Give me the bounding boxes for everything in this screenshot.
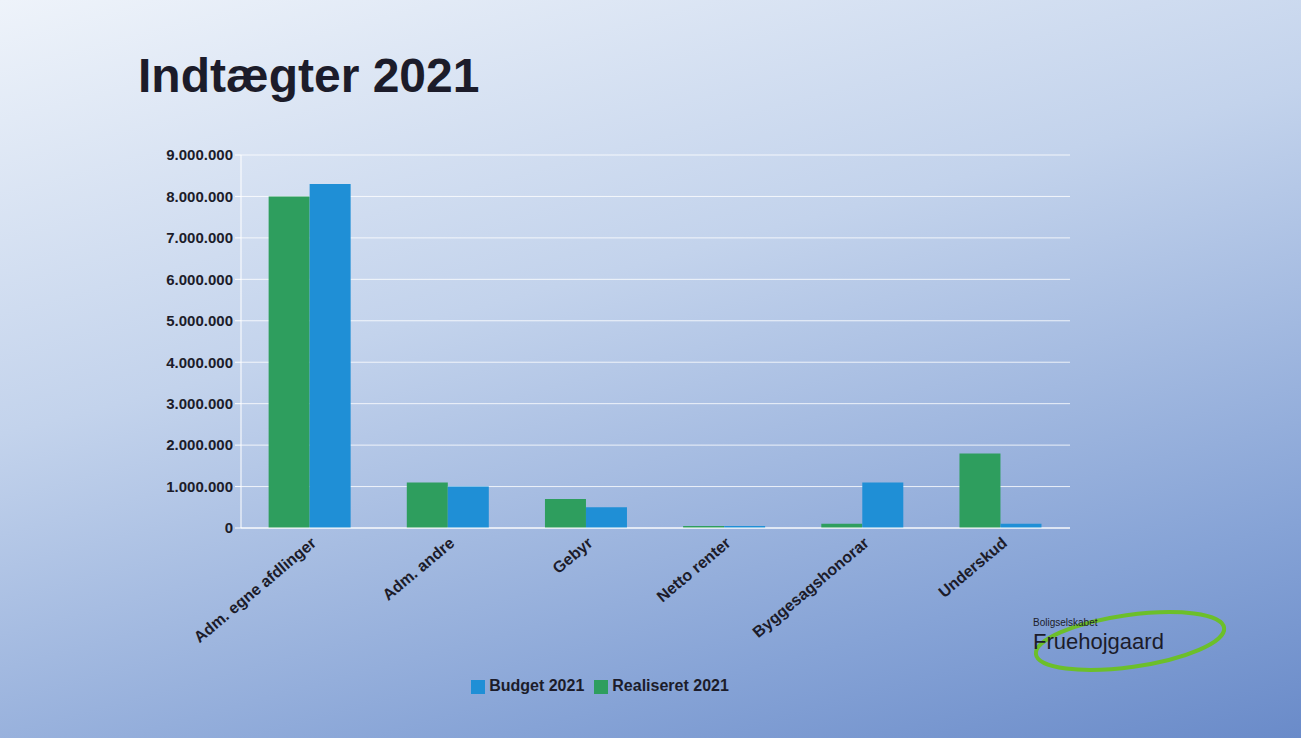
svg-text:Adm. andre: Adm. andre bbox=[379, 534, 457, 604]
svg-text:1.000.000: 1.000.000 bbox=[166, 478, 233, 495]
svg-text:Adm. egne afdlinger: Adm. egne afdlinger bbox=[191, 534, 320, 646]
html-text:Fruehojgaard: Fruehojgaard bbox=[1033, 629, 1164, 654]
svg-text:7.000.000: 7.000.000 bbox=[166, 229, 233, 246]
svg-text:Byggesagshonorar: Byggesagshonorar bbox=[749, 534, 872, 641]
svg-text:Gebyr: Gebyr bbox=[549, 534, 595, 577]
svg-text:9.000.000: 9.000.000 bbox=[166, 146, 233, 163]
html-text:Indtægter 2021: Indtægter 2021 bbox=[138, 49, 480, 102]
svg-text:3.000.000: 3.000.000 bbox=[166, 395, 233, 412]
svg-text:0: 0 bbox=[225, 519, 233, 536]
svg-text:6.000.000: 6.000.000 bbox=[166, 271, 233, 288]
html-text:Realiseret 2021: Realiseret 2021 bbox=[612, 677, 729, 694]
html-text:Budget 2021: Budget 2021 bbox=[489, 677, 585, 694]
svg-text:Underskud: Underskud bbox=[935, 534, 1010, 601]
html-text:Boligselskabet: Boligselskabet bbox=[1033, 617, 1098, 628]
svg-text:2.000.000: 2.000.000 bbox=[166, 436, 233, 453]
svg-text:5.000.000: 5.000.000 bbox=[166, 312, 233, 329]
svg-text:8.000.000: 8.000.000 bbox=[166, 188, 233, 205]
svg-text:4.000.000: 4.000.000 bbox=[166, 354, 233, 371]
svg-text:Netto renter: Netto renter bbox=[653, 534, 733, 605]
